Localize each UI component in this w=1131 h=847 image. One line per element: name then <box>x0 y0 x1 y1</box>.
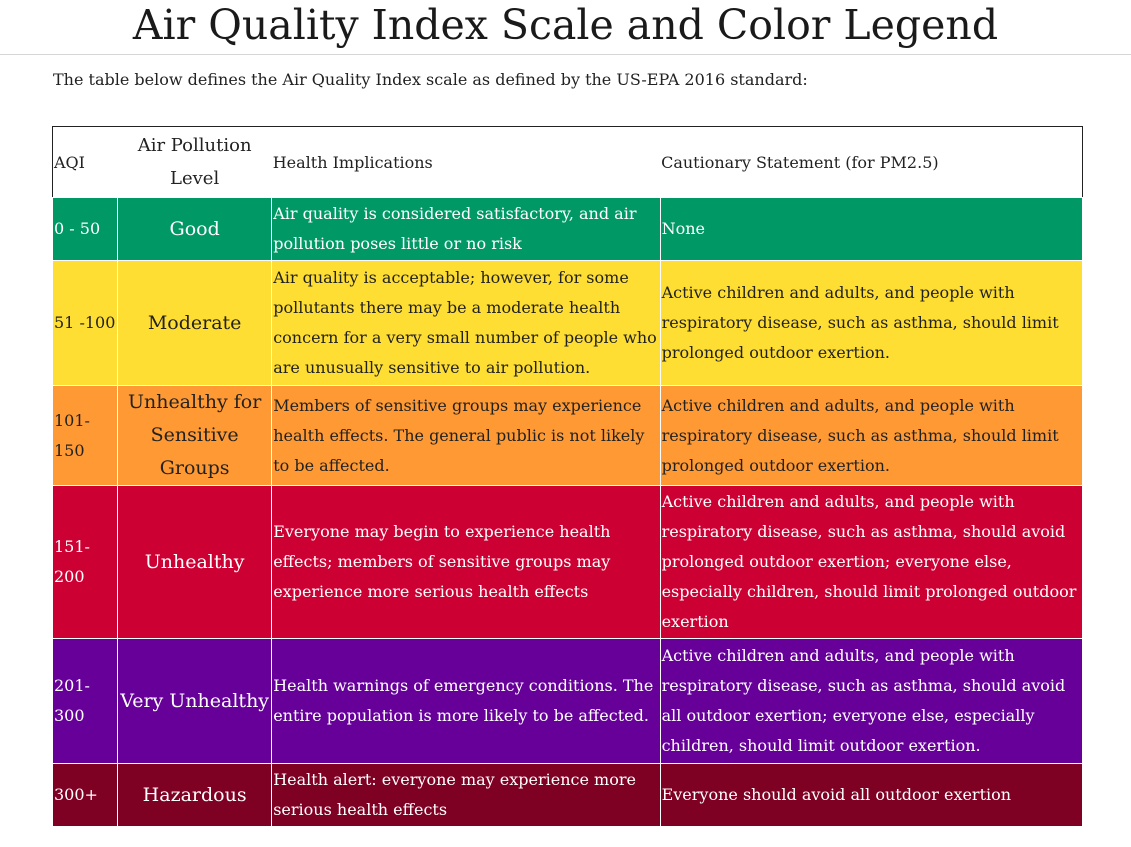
health-implications: Members of sensitive groups may experien… <box>271 385 661 486</box>
pollution-level: Good <box>117 197 273 261</box>
cautionary-statement: Active children and adults, and people w… <box>659 638 1084 764</box>
table-row-moderate: 51 -100 Moderate Air quality is acceptab… <box>51 260 1084 386</box>
health-implications: Health alert: everyone may experience mo… <box>271 763 661 827</box>
table-header-row: AQI Air Pollution Level Health Implicati… <box>52 126 1083 198</box>
cautionary-statement: Active children and adults, and people w… <box>659 260 1084 386</box>
aqi-range: 51 -100 <box>51 260 119 386</box>
intro-text: The table below defines the Air Quality … <box>53 70 808 89</box>
cautionary-statement: Active children and adults, and people w… <box>659 485 1084 639</box>
health-implications: Air quality is acceptable; however, for … <box>271 260 661 386</box>
table-row-unhealthy-sensitive: 101-150 Unhealthy for Sensitive Groups M… <box>51 385 1084 486</box>
table-row-good: 0 - 50 Good Air quality is considered sa… <box>51 197 1084 261</box>
aqi-range: 0 - 50 <box>51 197 119 261</box>
health-implications: Air quality is considered satisfactory, … <box>271 197 661 261</box>
page-header: Air Quality Index Scale and Color Legend <box>0 0 1131 55</box>
health-implications: Health warnings of emergency conditions.… <box>271 638 661 764</box>
pollution-level: Very Unhealthy <box>117 638 273 764</box>
aqi-range: 151-200 <box>51 485 119 639</box>
table-row-hazardous: 300+ Hazardous Health alert: everyone ma… <box>51 763 1084 827</box>
pollution-level: Unhealthy for Sensitive Groups <box>117 385 273 486</box>
header-level: Air Pollution Level <box>117 126 272 198</box>
aqi-table: AQI Air Pollution Level Health Implicati… <box>51 126 1084 827</box>
table-row-very-unhealthy: 201-300 Very Unhealthy Health warnings o… <box>51 638 1084 764</box>
aqi-range: 101-150 <box>51 385 119 486</box>
header-caution: Cautionary Statement (for PM2.5) <box>660 126 1083 198</box>
aqi-range: 300+ <box>51 763 119 827</box>
cautionary-statement: None <box>659 197 1084 261</box>
page-title: Air Quality Index Scale and Color Legend <box>132 1 999 49</box>
cautionary-statement: Everyone should avoid all outdoor exerti… <box>659 763 1084 827</box>
header-aqi: AQI <box>52 126 118 198</box>
pollution-level: Hazardous <box>117 763 273 827</box>
health-implications: Everyone may begin to experience health … <box>271 485 661 639</box>
header-health: Health Implications <box>271 126 661 198</box>
cautionary-statement: Active children and adults, and people w… <box>659 385 1084 486</box>
aqi-range: 201-300 <box>51 638 119 764</box>
table-row-unhealthy: 151-200 Unhealthy Everyone may begin to … <box>51 485 1084 639</box>
pollution-level: Unhealthy <box>117 485 273 639</box>
pollution-level: Moderate <box>117 260 273 386</box>
